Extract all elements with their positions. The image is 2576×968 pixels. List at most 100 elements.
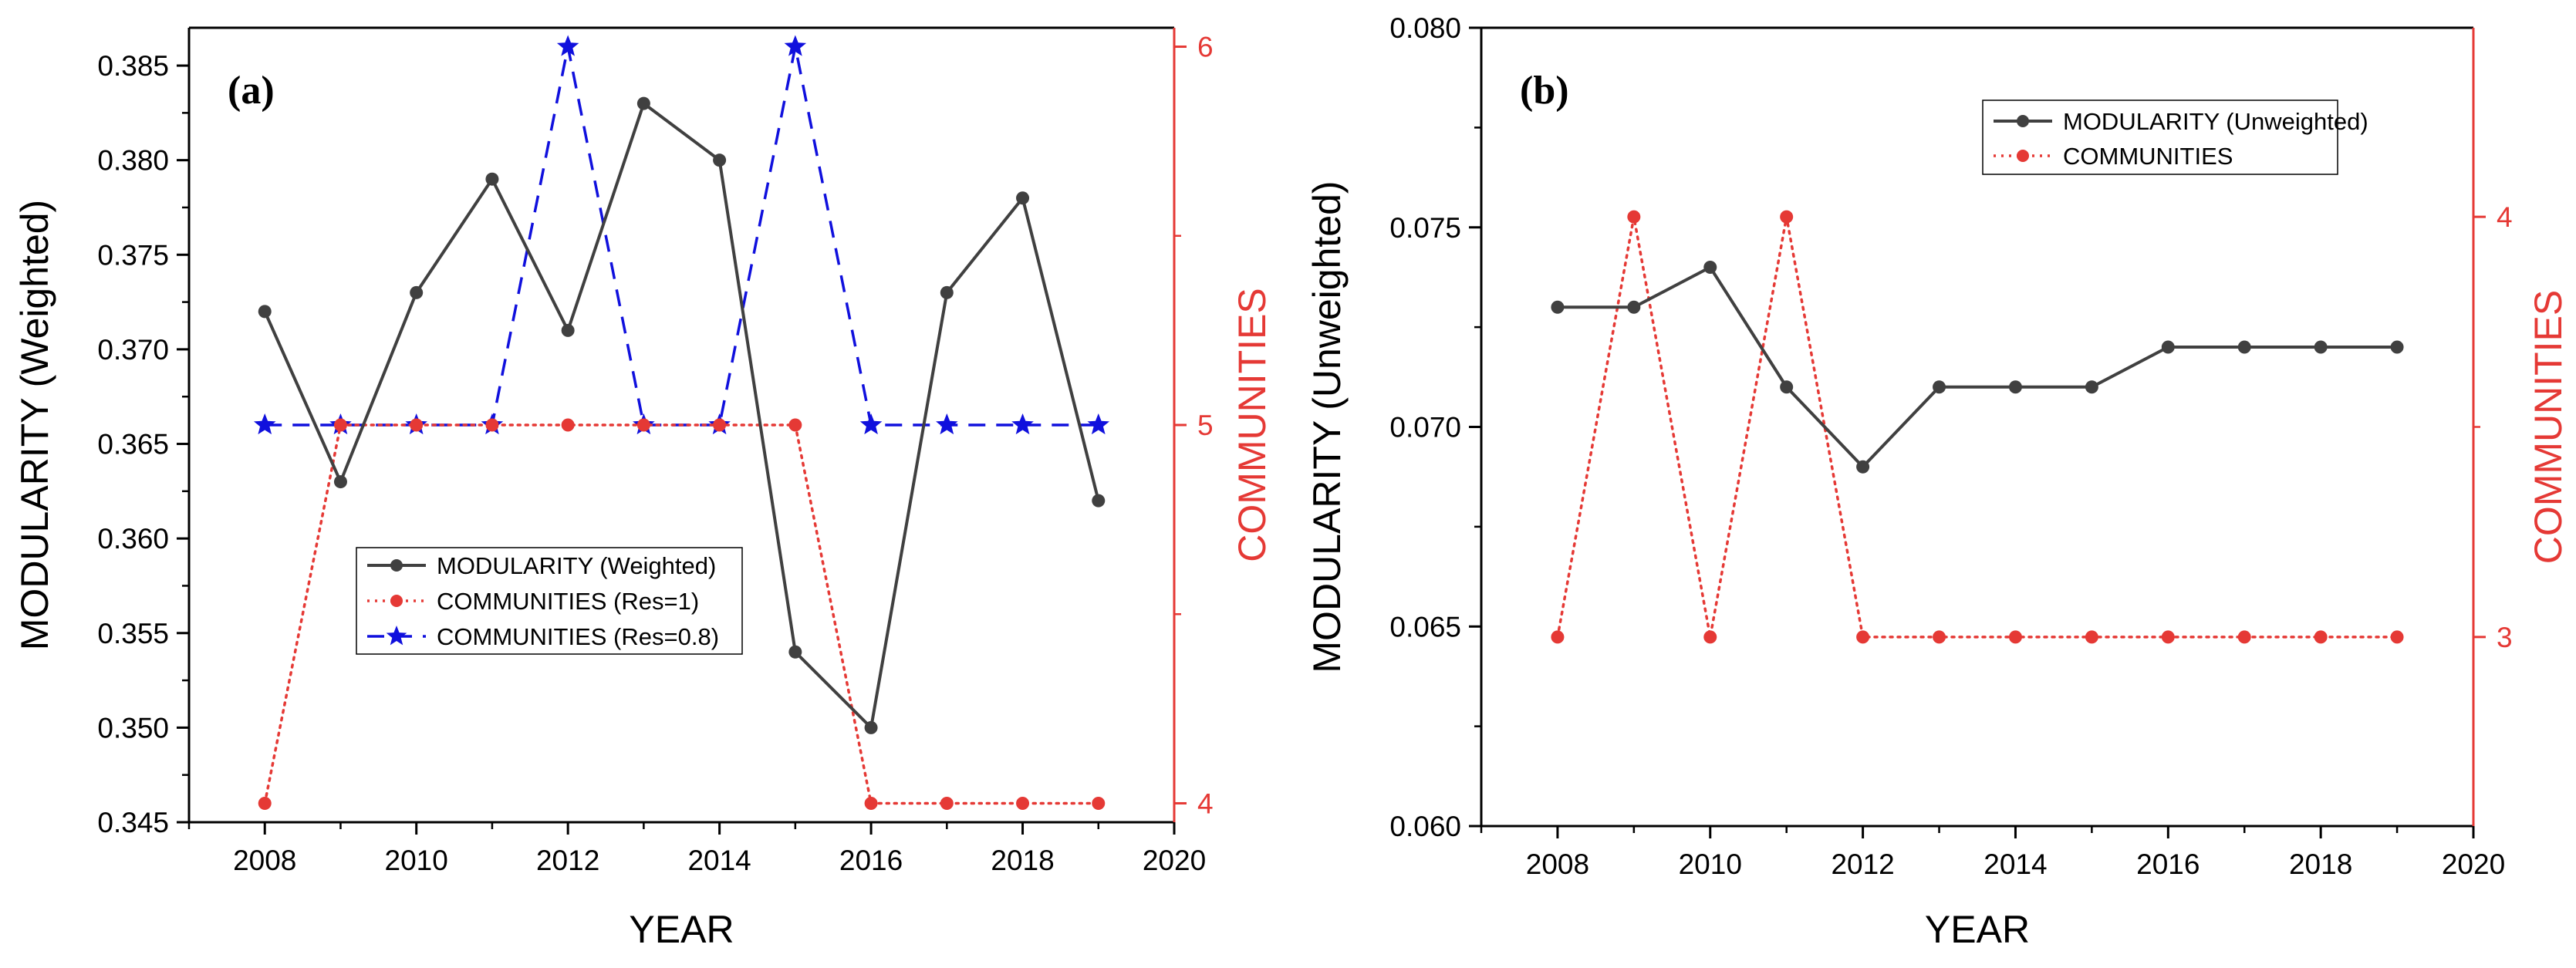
data-point: [1092, 494, 1106, 508]
data-point: [2008, 630, 2022, 644]
data-point: [2008, 380, 2022, 394]
y-tick-label: 0.065: [1389, 611, 1461, 643]
data-point-star: [1011, 413, 1034, 435]
legend-label: MODULARITY (Unweighted): [2063, 108, 2368, 135]
data-point: [1933, 630, 1946, 644]
legend-box: [1982, 99, 2338, 175]
y-tick-label: 0.350: [97, 712, 169, 744]
data-point: [636, 96, 650, 110]
series-line: [1556, 216, 2399, 639]
data-point: [1933, 380, 1946, 394]
data-point-star: [253, 413, 276, 435]
data-point: [1627, 300, 1641, 314]
data-point-star: [936, 413, 958, 435]
data-point: [485, 172, 499, 186]
x-tick-label: 2008: [1526, 848, 1589, 880]
legend-label: COMMUNITIES: [2063, 143, 2233, 170]
x-axis-label: YEAR: [1925, 908, 2030, 951]
y2-tick-label: 4: [1197, 788, 1214, 819]
legend-label: MODULARITY (Weighted): [437, 552, 716, 579]
y2-tick-label: 6: [1197, 32, 1214, 63]
x-tick-label: 2012: [1831, 848, 1894, 880]
data-point: [333, 475, 347, 489]
data-point: [713, 153, 727, 167]
y-tick-label: 0.070: [1389, 412, 1461, 444]
x-tick-label: 2012: [536, 845, 599, 876]
x-tick-label: 2018: [991, 845, 1054, 876]
y2-axis-label: COMMUNITIES: [1231, 288, 1274, 562]
data-point: [2390, 340, 2404, 354]
series-line: [263, 423, 1100, 805]
y2-tick-label: 4: [2497, 201, 2513, 233]
x-tick-label: 2020: [2442, 848, 2505, 880]
legend-marker: [390, 595, 403, 607]
series-line: [265, 46, 1099, 427]
legend-label: COMMUNITIES (Res=1): [437, 588, 699, 615]
y-tick-label: 0.355: [97, 618, 169, 649]
y-tick-label: 0.375: [97, 239, 169, 271]
data-point: [410, 285, 424, 299]
panel-label: (a): [228, 69, 275, 113]
y2-axis-label: COMMUNITIES: [2527, 290, 2570, 565]
y-tick-label: 0.080: [1389, 12, 1461, 44]
data-point: [2161, 340, 2175, 354]
y-tick-label: 0.380: [97, 145, 169, 177]
x-tick-label: 2014: [687, 845, 751, 876]
x-tick-label: 2018: [2289, 848, 2352, 880]
y-tick-label: 0.060: [1389, 811, 1461, 842]
data-point: [788, 645, 802, 659]
y-tick-label: 0.370: [97, 334, 169, 366]
data-point: [2314, 340, 2328, 354]
x-tick-label: 2016: [839, 845, 903, 876]
legend-marker: [2017, 150, 2029, 162]
data-point: [485, 418, 499, 432]
data-point: [1551, 630, 1565, 644]
data-point: [2085, 380, 2098, 394]
series-line: [1557, 265, 2398, 470]
data-point: [2085, 630, 2098, 644]
data-point: [258, 796, 272, 810]
data-point: [713, 418, 727, 432]
data-point: [1703, 261, 1717, 274]
data-point-star: [1087, 413, 1110, 435]
data-point: [940, 796, 954, 810]
x-tick-label: 2010: [385, 845, 448, 876]
legend-marker: [2017, 115, 2029, 127]
data-point: [258, 305, 272, 319]
data-point: [1016, 191, 1030, 205]
data-point-star: [784, 35, 807, 56]
data-point: [788, 418, 802, 432]
x-tick-label: 2016: [2136, 848, 2200, 880]
data-point-star: [859, 413, 883, 435]
x-tick-label: 2020: [1143, 845, 1206, 876]
y2-tick-label: 5: [1197, 410, 1214, 441]
data-point: [561, 323, 575, 337]
data-point: [864, 796, 878, 810]
legend-marker: [390, 559, 403, 572]
data-point: [1856, 460, 1870, 474]
data-point: [1627, 210, 1641, 224]
x-tick-label: 2008: [233, 845, 296, 876]
legend-label: COMMUNITIES (Res=0.8): [437, 623, 719, 650]
data-point: [1016, 796, 1030, 810]
data-point: [561, 418, 575, 432]
panel-b: 2008 2010 2012 2014 2016 2018 2020 0.060 0.065 0.…: [1305, 12, 2570, 951]
y2-tick-label: 3: [2497, 622, 2513, 653]
x-axis-label: YEAR: [629, 908, 734, 951]
data-point: [1092, 796, 1106, 810]
y-axis-label: MODULARITY (Weighted): [13, 200, 56, 650]
series-line: [263, 100, 1100, 731]
data-point: [1780, 210, 1794, 224]
data-point: [636, 418, 650, 432]
x-tick-label: 2014: [1983, 848, 2047, 880]
data-point: [1703, 630, 1717, 644]
y-tick-label: 0.365: [97, 429, 169, 460]
data-point: [864, 720, 878, 734]
data-point: [2237, 630, 2251, 644]
data-point: [2161, 630, 2175, 644]
data-point: [940, 285, 954, 299]
data-point: [1551, 300, 1565, 314]
data-point: [1780, 380, 1794, 394]
data-point: [2314, 630, 2328, 644]
data-point-star: [556, 35, 579, 56]
